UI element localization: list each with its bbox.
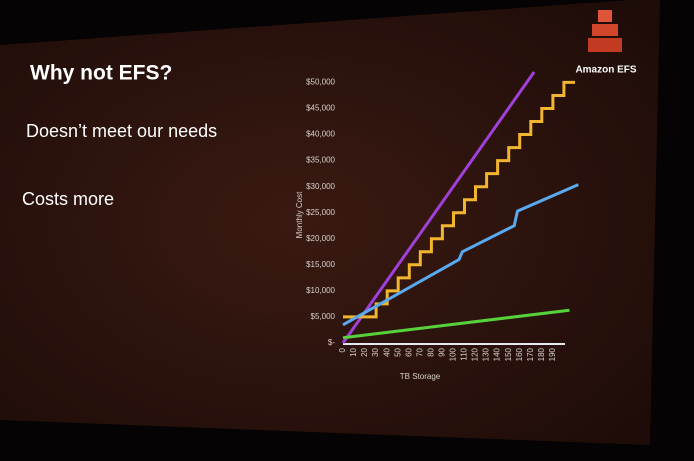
y-tick-label: $- xyxy=(328,338,335,347)
y-tick-label: $5,000 xyxy=(311,312,336,321)
y-tick-label: $45,000 xyxy=(306,104,335,113)
x-tick-label: 0 xyxy=(338,347,347,352)
y-tick-label: $15,000 xyxy=(306,260,335,269)
y-tick-label: $20,000 xyxy=(306,234,335,243)
series-line xyxy=(341,71,536,344)
y-tick-label: $40,000 xyxy=(306,130,335,139)
x-tick-label: 40 xyxy=(382,347,391,356)
x-tick-label: 180 xyxy=(537,347,546,361)
plot: $- $5,000 $10,000 $15,000 $20,000 $25,000 $30,… xyxy=(306,71,579,361)
logo-label: Amazon EFS xyxy=(575,65,636,76)
y-tick-label: $50,000 xyxy=(306,78,335,87)
x-tick-label: 100 xyxy=(449,347,458,361)
x-tick-label: 150 xyxy=(504,347,513,361)
x-tick-label: 110 xyxy=(460,347,469,360)
series-line xyxy=(343,80,575,319)
x-tick-label: 130 xyxy=(482,347,491,361)
series-line xyxy=(342,183,579,327)
x-axis-label: TB Storage xyxy=(400,372,441,381)
slide-title: Why not EFS? xyxy=(30,62,172,85)
series-line xyxy=(342,308,570,340)
x-tick-label: 80 xyxy=(426,347,435,356)
y-tick-label: $30,000 xyxy=(306,182,335,191)
y-tick-label: $35,000 xyxy=(306,156,335,165)
bullet: Costs more xyxy=(22,189,114,209)
slide xyxy=(0,0,660,445)
x-tick-label: 120 xyxy=(471,347,480,361)
x-tick-label: 170 xyxy=(526,347,535,361)
x-tick-label: 10 xyxy=(349,347,358,356)
y-axis-label: Monthly Cost xyxy=(295,191,304,238)
x-tick-label: 190 xyxy=(548,347,557,361)
x-tick-label: 50 xyxy=(393,347,402,356)
x-tick-label: 60 xyxy=(404,347,413,356)
x-tick-label: 140 xyxy=(493,347,502,361)
bullet: Doesn’t meet our needs xyxy=(26,121,217,141)
y-tick-label: $10,000 xyxy=(306,286,335,295)
x-tick-label: 90 xyxy=(438,347,447,356)
efs-logo xyxy=(588,10,622,52)
x-tick-label: 20 xyxy=(360,347,369,356)
x-tick-label: 30 xyxy=(371,347,380,356)
x-tick-label: 160 xyxy=(515,347,524,361)
y-tick-label: $25,000 xyxy=(306,208,335,217)
x-tick-label: 70 xyxy=(415,347,424,356)
